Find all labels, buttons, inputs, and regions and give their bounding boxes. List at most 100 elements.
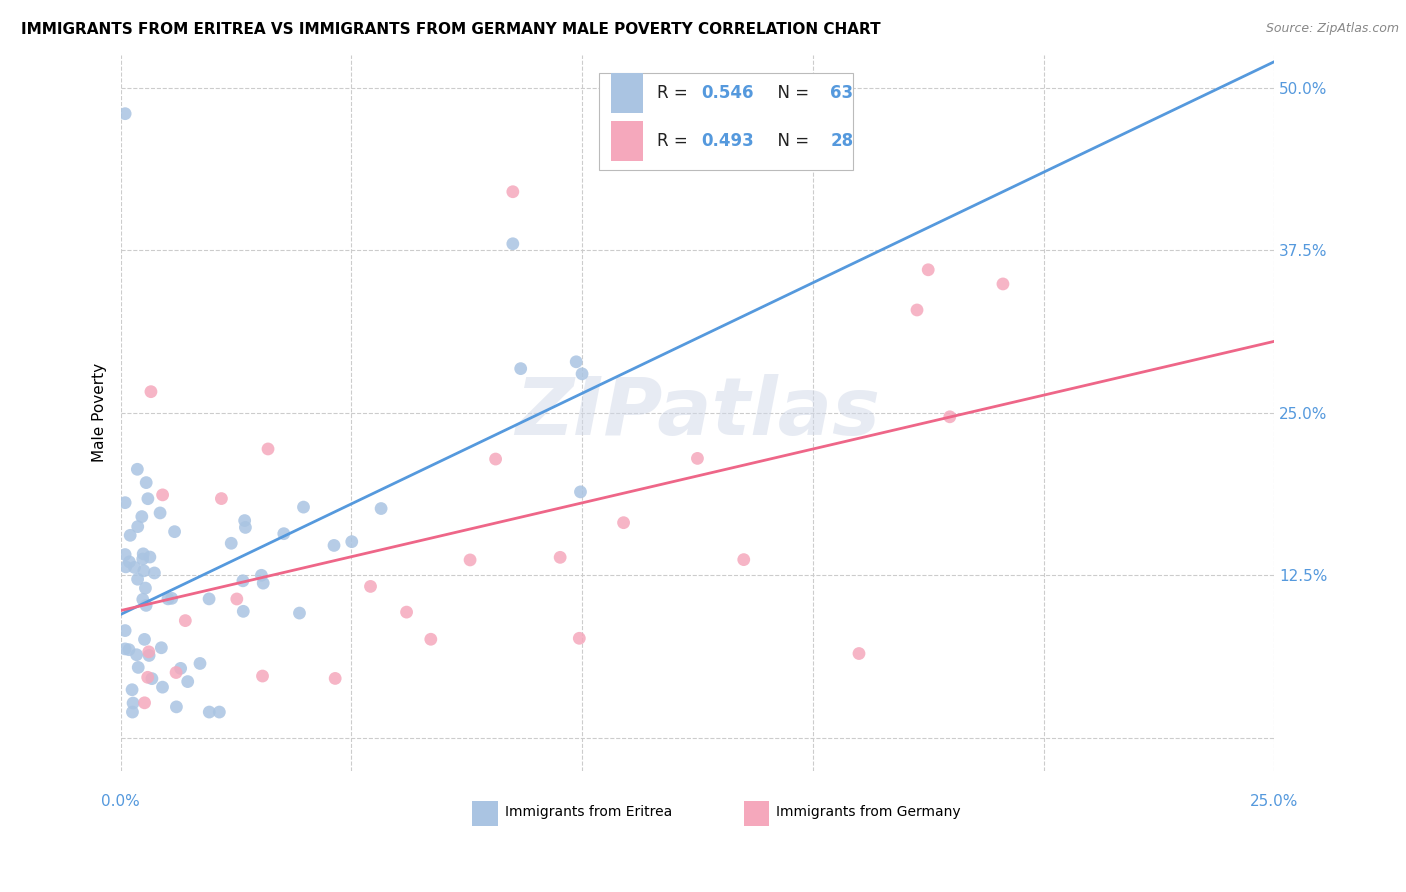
Point — [114, 496, 136, 510]
FancyBboxPatch shape — [599, 73, 853, 169]
Point — [122, 696, 145, 710]
Point — [250, 568, 273, 582]
Point — [686, 451, 709, 466]
Point — [134, 696, 156, 710]
Point — [118, 555, 141, 569]
Bar — [612, 73, 643, 112]
Point — [121, 705, 143, 719]
Point — [169, 661, 191, 675]
Point — [152, 680, 174, 694]
Point — [569, 484, 592, 499]
Point — [177, 674, 200, 689]
Point — [136, 491, 159, 506]
Point — [114, 548, 136, 562]
Point — [143, 566, 166, 580]
Bar — [744, 801, 769, 826]
Point — [127, 462, 149, 476]
Point — [149, 506, 172, 520]
Point — [131, 509, 153, 524]
Point — [165, 699, 187, 714]
Text: Immigrants from Germany: Immigrants from Germany — [776, 805, 960, 819]
Point — [565, 355, 588, 369]
Text: N =: N = — [766, 132, 814, 150]
Point — [292, 500, 315, 515]
Point — [127, 572, 149, 586]
Point — [252, 576, 274, 591]
Point — [165, 665, 187, 680]
Bar — [612, 121, 643, 161]
Point — [152, 488, 174, 502]
Point — [548, 550, 571, 565]
Point — [502, 236, 524, 251]
Point — [198, 591, 221, 606]
Point — [138, 645, 160, 659]
Text: Source: ZipAtlas.com: Source: ZipAtlas.com — [1265, 22, 1399, 36]
Point — [458, 553, 481, 567]
Point — [174, 614, 197, 628]
Point — [188, 657, 211, 671]
Text: 63: 63 — [830, 84, 853, 102]
Bar — [472, 801, 498, 826]
Point — [114, 624, 136, 638]
Point — [571, 367, 593, 381]
Point — [613, 516, 636, 530]
Text: 25.0%: 25.0% — [1250, 794, 1299, 809]
Point — [235, 520, 257, 534]
Point — [141, 672, 163, 686]
Point — [208, 705, 231, 719]
Point — [114, 106, 136, 120]
Text: Immigrants from Eritrea: Immigrants from Eritrea — [505, 805, 672, 819]
Point — [257, 442, 280, 456]
Point — [939, 409, 962, 424]
Point — [150, 640, 173, 655]
Point — [232, 574, 254, 588]
Point — [132, 552, 155, 566]
Point — [135, 475, 157, 490]
Point — [733, 552, 755, 566]
Point — [139, 549, 162, 564]
Point — [132, 592, 155, 607]
Point — [419, 632, 441, 647]
Point — [273, 526, 295, 541]
Point — [114, 560, 136, 574]
Point — [114, 641, 136, 656]
Text: 0.546: 0.546 — [702, 84, 754, 102]
Text: IMMIGRANTS FROM ERITREA VS IMMIGRANTS FROM GERMANY MALE POVERTY CORRELATION CHAR: IMMIGRANTS FROM ERITREA VS IMMIGRANTS FR… — [21, 22, 880, 37]
Point — [288, 606, 311, 620]
Point — [219, 536, 242, 550]
Point — [121, 682, 143, 697]
Point — [156, 591, 179, 606]
Point — [509, 361, 531, 376]
Point — [125, 648, 148, 662]
Y-axis label: Male Poverty: Male Poverty — [93, 363, 107, 462]
Text: ZIPatlas: ZIPatlas — [515, 374, 880, 452]
Point — [370, 501, 392, 516]
Point — [848, 647, 870, 661]
Point — [323, 672, 346, 686]
Point — [127, 519, 149, 533]
Point — [160, 591, 183, 606]
Point — [568, 632, 591, 646]
Text: 0.0%: 0.0% — [101, 794, 141, 809]
Point — [917, 262, 939, 277]
Text: R =: R = — [657, 84, 693, 102]
Point — [484, 452, 506, 467]
Text: N =: N = — [766, 84, 814, 102]
Point — [323, 538, 346, 552]
Point — [905, 303, 928, 318]
Point — [360, 579, 382, 593]
Point — [132, 547, 155, 561]
Point — [134, 632, 156, 647]
Point — [209, 491, 232, 506]
Point — [395, 605, 418, 619]
Point — [136, 670, 159, 684]
Point — [163, 524, 186, 539]
Point — [225, 592, 247, 607]
Point — [118, 642, 141, 657]
Point — [124, 560, 146, 574]
Point — [252, 669, 274, 683]
Point — [991, 277, 1014, 291]
Point — [502, 185, 524, 199]
Text: 0.493: 0.493 — [702, 132, 754, 150]
Point — [139, 384, 162, 399]
